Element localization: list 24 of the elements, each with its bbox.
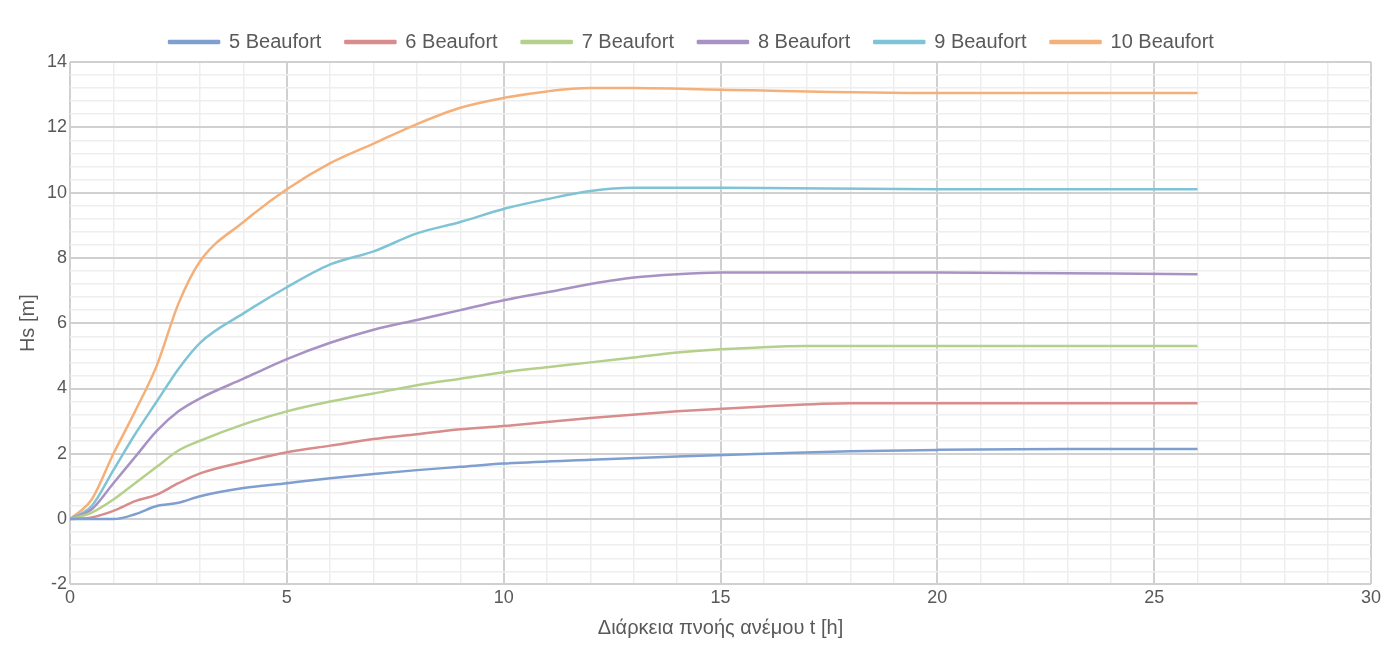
y-tick-label: 2 [57,442,68,463]
y-tick-label: 4 [57,377,68,398]
y-tick-label: 8 [57,246,68,267]
x-tick-label: 5 [281,587,292,608]
y-tick-label: 14 [46,50,68,71]
legend-label: 9 Beaufort [934,29,1027,52]
x-tick-label: 20 [927,587,948,608]
legend-label: 10 Beaufort [1110,29,1215,52]
x-tick-label: 25 [1144,587,1165,608]
x-tick-label: 10 [493,587,514,608]
y-tick-label: 0 [57,508,68,529]
legend-label: 6 Beaufort [405,29,499,52]
y-tick-label: 6 [57,312,68,333]
y-tick-label: 12 [46,116,68,137]
y-axis-title: Hs [m] [15,294,38,353]
line-series [70,447,1199,521]
line-series [70,344,1199,521]
x-axis-title: Διάρκεια πνοής ανέμου t [h] [597,615,844,638]
x-tick-label: 15 [710,587,731,608]
y-tick-label: 10 [46,181,68,202]
legend-label: 8 Beaufort [757,29,851,52]
x-tick-label: 30 [1360,587,1382,608]
legend-label: 7 Beaufort [581,29,675,52]
legend-label: 5 Beaufort [229,29,322,52]
